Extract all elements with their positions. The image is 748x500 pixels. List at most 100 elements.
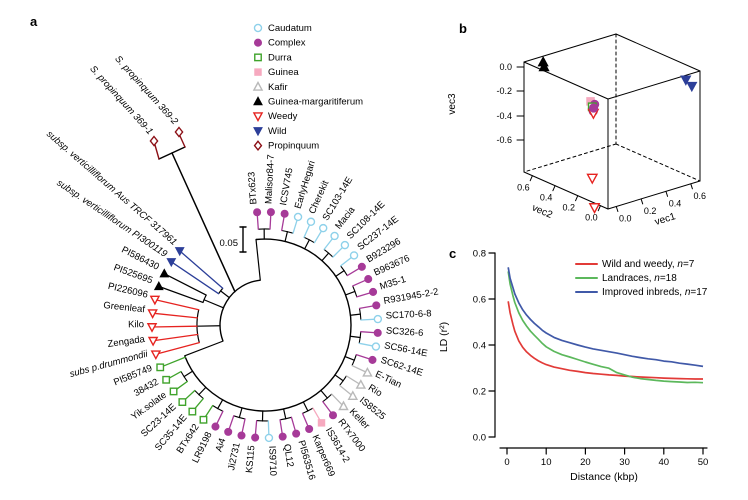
tree-branch	[334, 374, 344, 382]
y-tick-label: 0.4	[473, 341, 486, 352]
y-tick-label: 0.0	[473, 433, 486, 444]
tree-branch	[255, 238, 261, 281]
tree-branch	[283, 408, 287, 420]
tip-marker-complex	[266, 208, 275, 217]
ld-curve-landraces	[507, 271, 704, 384]
scale-bar-label: 0.05	[220, 238, 239, 249]
tip-marker-weedy	[146, 323, 158, 333]
vec1-tick-label: 0.0	[619, 213, 632, 223]
tip-marker-kafir	[338, 400, 349, 411]
x-tick-label: 0	[504, 457, 509, 468]
x-tick-label: 10	[541, 457, 552, 468]
tick	[640, 198, 644, 205]
tip-marker-complex	[292, 429, 301, 438]
tree-branch	[238, 407, 243, 419]
vec1-tick-label: 0.2	[644, 206, 657, 216]
tree-branch	[184, 340, 224, 357]
ld-legend-label: Wild and weedy, n=7	[602, 259, 695, 270]
tip-branch-kafir	[345, 375, 362, 386]
tree-legend: Caudatum Complex Durra Guinea Kafir Guinea-ma…	[252, 23, 363, 152]
tip-branch-weedy	[154, 298, 200, 311]
tree-branch	[203, 299, 225, 309]
tip-label: SC326-6	[385, 325, 423, 339]
ld-legend-label: Landraces, n=18	[602, 273, 677, 284]
vec3-axis-label: vec3	[447, 93, 458, 115]
pca-plot: 0.0 -0.2 -0.4 -0.6 vec3 0.6 0.4 0.2 0.0 vec2 0.0 0.…	[447, 33, 706, 228]
vec2-tick-label: 0.6	[517, 183, 530, 193]
tip-branch-durra	[159, 356, 186, 368]
outgroup-label: S. propinquum 369-1	[87, 64, 155, 137]
tip-marker-complex	[373, 328, 382, 337]
tip-marker-weedy	[149, 295, 161, 306]
pca-point-complex	[588, 103, 599, 113]
tip-marker-kafir	[355, 379, 367, 389]
tip-label: KS115	[244, 445, 257, 474]
tick	[615, 205, 619, 212]
phylo-tree: BTx623 Malisor84-7 ICSV745EarlyHegariChere…	[44, 54, 439, 482]
legend-label-caudatum: Caudatum	[268, 23, 312, 34]
tip-label: Zengada	[107, 334, 146, 350]
tick	[575, 195, 579, 202]
tree-branch	[302, 401, 309, 412]
tip-marker-complex	[372, 301, 381, 310]
legend-label-propinquum: Propinquum	[268, 141, 319, 152]
tip-marker-weedy	[150, 350, 162, 361]
tip-label: M35-1	[378, 274, 407, 292]
legend-label-durra: Durra	[268, 52, 292, 63]
tree-branch-arc	[202, 294, 207, 303]
tree-branch	[344, 355, 355, 361]
tip-marker-complex	[251, 433, 260, 442]
x-tick-label: 30	[619, 457, 630, 468]
pca-point-wild	[680, 75, 692, 86]
root-fork	[158, 146, 186, 160]
tip-label: Ji2731	[226, 442, 243, 472]
tip-marker-complex	[237, 431, 246, 440]
ld-plot: 0.0 0.2 0.4 0.6 0.8 0 10 20 30 40 50 Distance (kbp)…	[438, 249, 708, 484]
cube-edge	[607, 180, 701, 210]
tip-label: Malisor84-7	[263, 154, 277, 204]
tip-branch-weedy	[151, 325, 198, 328]
tip-label: Rio	[366, 382, 384, 399]
tip-label: Ai4	[214, 437, 229, 454]
tree-branch	[198, 386, 207, 396]
ld-curve-wild-and-weedy	[507, 301, 703, 380]
tip-marker-complex	[369, 287, 378, 296]
root-branch	[171, 152, 236, 293]
vec1-tick-label: 0.4	[669, 198, 682, 208]
tip-marker-kafir	[347, 390, 359, 401]
tip-label: Kilo	[128, 319, 144, 330]
tree-branch	[219, 290, 230, 299]
tip-marker-wild	[174, 247, 185, 257]
panel-c-label: c	[449, 246, 456, 261]
y-tick-label: 0.8	[473, 249, 486, 260]
tip-marker-weedy	[147, 336, 159, 347]
legend-marker-guinea-icon	[254, 68, 262, 76]
legend-marker-kafir-icon	[252, 81, 264, 91]
propinquum-branch	[179, 135, 186, 148]
x-tick-label: 40	[659, 457, 670, 468]
legend-marker-wild-icon	[253, 127, 263, 137]
cube-hidden-edge	[523, 143, 617, 173]
tip-marker-propinquum	[149, 135, 159, 147]
tree-branch	[217, 399, 224, 410]
tip-branch-kafir	[351, 364, 369, 374]
x-tick-label: 50	[698, 457, 709, 468]
tip-label: QL12	[281, 443, 296, 468]
tip-branch-weedy	[152, 333, 199, 342]
vec2-tick-label: 0.4	[540, 193, 553, 203]
pca-point-margaritiferum	[538, 60, 550, 72]
legend-marker-margaritiferum-icon	[253, 96, 263, 106]
tip-marker-caudatum	[373, 314, 383, 324]
tree-branch	[349, 335, 361, 339]
tip-branch-weedy	[155, 341, 200, 355]
cube-edge	[523, 171, 609, 210]
vec2-tick-label: 0.2	[563, 203, 576, 213]
tip-marker-durra	[169, 387, 178, 396]
tick	[690, 183, 693, 190]
tip-marker-complex	[280, 209, 289, 218]
tip-marker-complex	[278, 432, 287, 441]
tip-marker-guinea	[317, 419, 326, 427]
tip-label: ICSV745	[278, 167, 295, 206]
tip-marker-complex	[253, 208, 262, 217]
